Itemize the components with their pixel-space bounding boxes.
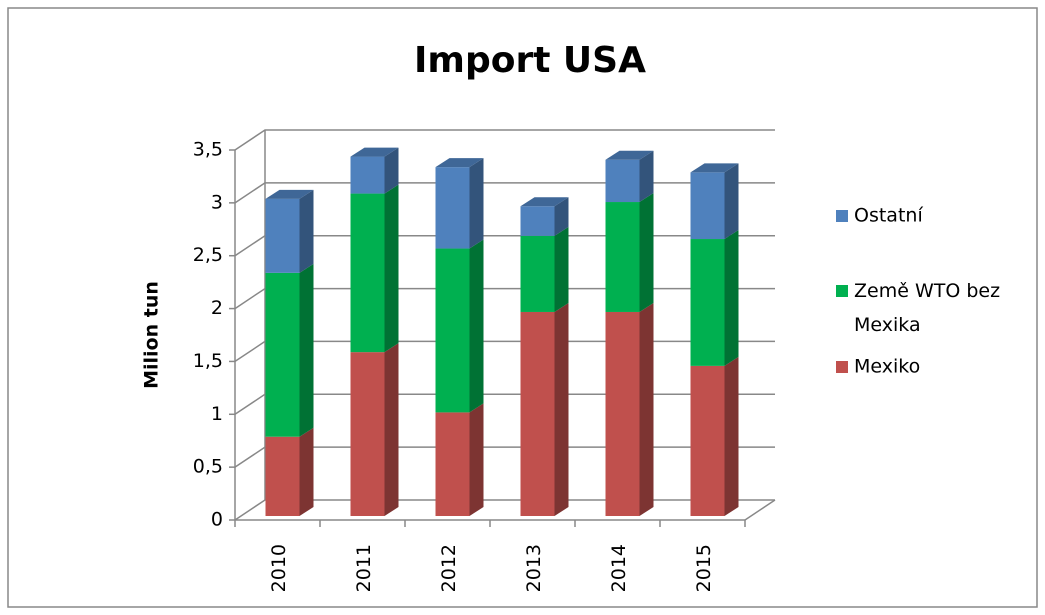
bar-top: [350, 147, 399, 157]
x-tick-label: 2014: [608, 544, 630, 592]
legend-swatch: [836, 285, 848, 297]
grid-line: [234, 340, 775, 363]
y-tick-label: 2,5: [193, 244, 223, 266]
y-axis-label: Milion tun: [141, 281, 163, 389]
grid-line: [234, 499, 775, 521]
bar-side: [724, 163, 739, 240]
floor-edge: [744, 499, 776, 521]
bar-segment: [605, 311, 640, 516]
x-tick-label: 2015: [693, 544, 715, 592]
bar-top: [520, 197, 569, 207]
bar-top: [265, 189, 314, 199]
grid-line: [234, 393, 775, 415]
bar-side: [384, 147, 399, 194]
legend-label: Země WTO bez Mexika: [854, 280, 1000, 336]
bar-side: [469, 403, 484, 516]
bar-segment: [605, 159, 640, 203]
y-tick-label: 3,5: [193, 139, 223, 161]
bar-segment: [350, 156, 385, 194]
grid-line: [234, 182, 775, 204]
y-tick-label: 1,5: [193, 350, 223, 372]
bar-side: [554, 197, 569, 236]
bar-segment: [520, 311, 555, 516]
bar-segment: [265, 198, 300, 273]
x-tick-label: 2012: [438, 544, 460, 592]
bar-side: [724, 230, 739, 366]
bar-segment: [265, 272, 300, 437]
legend-label: Ostatní: [854, 205, 923, 227]
bar-side: [469, 239, 484, 413]
bar-segment: [435, 248, 470, 413]
bar-side: [724, 356, 739, 516]
bar-top: [605, 150, 654, 160]
bar-side: [299, 189, 314, 273]
bar-segment: [690, 365, 725, 516]
bar-segment: [690, 239, 725, 366]
grid-line: [234, 234, 775, 257]
bar-side: [299, 263, 314, 437]
bar-side: [554, 302, 569, 516]
bar-side: [639, 150, 654, 203]
bar-top: [690, 163, 739, 173]
bar-side: [384, 184, 399, 353]
bar-segment: [690, 172, 725, 240]
y-tick-label: 2: [211, 297, 223, 319]
bar-segment: [435, 412, 470, 516]
bar-segment: [520, 235, 555, 312]
x-tick-label: 2010: [268, 544, 290, 592]
bar-segment: [265, 436, 300, 516]
legend-swatch: [836, 210, 848, 222]
bar-side: [299, 427, 314, 516]
legend-swatch: [836, 361, 848, 373]
bar-segment: [350, 352, 385, 516]
legend-label: Mexiko: [854, 356, 920, 378]
y-tick-label: 0,5: [193, 456, 223, 478]
bar-side: [639, 302, 654, 516]
bar-side: [554, 226, 569, 312]
grid-line: [234, 287, 775, 310]
grid-line: [234, 446, 775, 468]
bar-segment: [435, 167, 470, 249]
y-tick-label: 3: [211, 191, 223, 213]
bar-segment: [520, 206, 555, 236]
y-tick-label: 0: [211, 509, 223, 531]
x-tick-label: 2013: [523, 544, 545, 592]
bar-top: [435, 158, 484, 168]
bar-segment: [605, 202, 640, 312]
y-tick-label: 1: [211, 403, 223, 425]
chart-title: Import USA: [414, 40, 646, 81]
bar-side: [469, 158, 484, 249]
bar-segment: [350, 193, 385, 353]
grid-line: [234, 129, 775, 151]
x-tick-label: 2011: [353, 544, 375, 592]
bar-side: [639, 193, 654, 312]
bar-side: [384, 343, 399, 516]
